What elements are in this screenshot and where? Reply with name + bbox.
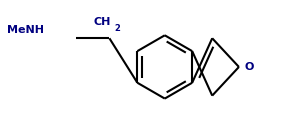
- Text: 2: 2: [114, 24, 120, 33]
- Text: MeNH: MeNH: [7, 25, 44, 35]
- Text: CH: CH: [94, 17, 111, 27]
- Text: O: O: [245, 62, 254, 72]
